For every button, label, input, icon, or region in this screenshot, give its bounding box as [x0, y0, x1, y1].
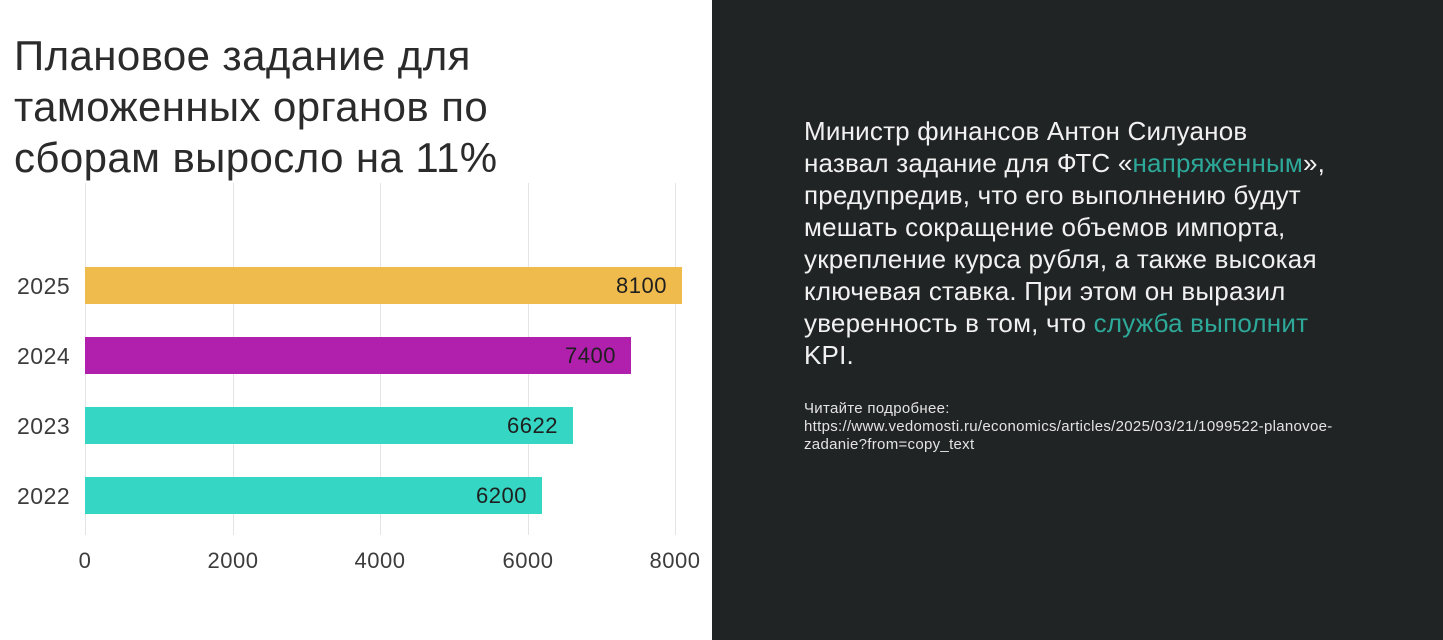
accent-text: служба выполнит	[1093, 308, 1309, 338]
article-line: уверенность в том, что служба выполнит	[804, 307, 1429, 339]
x-axis-tick-label: 0	[78, 548, 92, 573]
source-label: Читайте подробнее:	[804, 400, 950, 417]
bar: 8100	[85, 267, 682, 304]
x-axis-tick-label: 6000	[502, 548, 554, 573]
article-line: предупредив, что его выполнению будут	[804, 179, 1429, 211]
article-line: KPI.	[804, 339, 1429, 371]
article-text-segment: уверенность в том, что	[804, 308, 1094, 338]
article-text-segment: Министр финансов Антон Силуанов	[804, 116, 1248, 146]
x-axis-tick-label: 8000	[649, 548, 701, 573]
bar: 6622	[85, 407, 573, 444]
category-label: 2022	[17, 483, 71, 509]
source-url-line: zadanie?from=copy_text	[804, 436, 975, 453]
bar-value-label: 7400	[565, 343, 616, 368]
bar: 6200	[85, 477, 542, 514]
bar-chart-plot-area: 0 2000 4000 6000 8000 2025 8100 2024 7400 2023 662…	[17, 183, 700, 573]
article-text-segment: ключевая ставка. При этом он выразил	[804, 276, 1286, 306]
article-line: мешать сокращение объемов импорта,	[804, 211, 1429, 243]
source-block: Читайте подробнее: https://www.vedomosti…	[804, 400, 1443, 454]
accent-text: напряженным	[1132, 148, 1303, 178]
bar-row: 2023 6622	[17, 407, 675, 444]
article-text-segment: назвал задание для ФТС «	[804, 148, 1133, 178]
bar-value-label: 6622	[507, 413, 558, 438]
grid-line	[675, 183, 676, 535]
bar-row: 2024 7400	[17, 337, 675, 374]
category-label: 2024	[17, 343, 71, 369]
article-panel: Министр финансов Антон Силуанов назвал за…	[712, 0, 1443, 640]
page-title-line: Плановое задание для	[14, 32, 471, 79]
article-text-segment: мешать сокращение объемов импорта,	[804, 212, 1286, 242]
article-line: назвал задание для ФТС «напряженным»,	[804, 147, 1429, 179]
article-line: Министр финансов Антон Силуанов	[804, 115, 1429, 147]
category-label: 2023	[17, 413, 71, 439]
page-title-line: сборам выросло на 11%	[14, 134, 498, 181]
article-text-segment: предупредив, что его выполнению будут	[804, 180, 1301, 210]
bar-row: 2022 6200	[17, 477, 675, 514]
bar: 7400	[85, 337, 631, 374]
article-text-segment: укрепление курса рубля, а также высокая	[804, 244, 1317, 274]
chart-panel: Плановое задание для таможенных органов …	[0, 0, 712, 640]
page-title: Плановое задание для таможенных органов …	[14, 30, 694, 183]
page-title-line: таможенных органов по	[14, 83, 489, 130]
x-axis-tick-label: 2000	[207, 548, 259, 573]
article-text: Министр финансов Антон Силуанов назвал за…	[804, 115, 1429, 371]
bar-value-label: 8100	[616, 273, 667, 298]
source-url: https://www.vedomosti.ru/economics/artic…	[804, 418, 1443, 454]
source-url-line: https://www.vedomosti.ru/economics/artic…	[804, 418, 1333, 435]
article-text-segment: »,	[1302, 148, 1326, 178]
article-line: ключевая ставка. При этом он выразил	[804, 275, 1429, 307]
article-line: укрепление курса рубля, а также высокая	[804, 243, 1429, 275]
article-text-segment: KPI.	[804, 340, 854, 370]
x-axis-tick-label: 4000	[354, 548, 406, 573]
category-label: 2025	[17, 273, 71, 299]
bar-row: 2025 8100	[17, 267, 682, 304]
bar-value-label: 6200	[476, 483, 527, 508]
